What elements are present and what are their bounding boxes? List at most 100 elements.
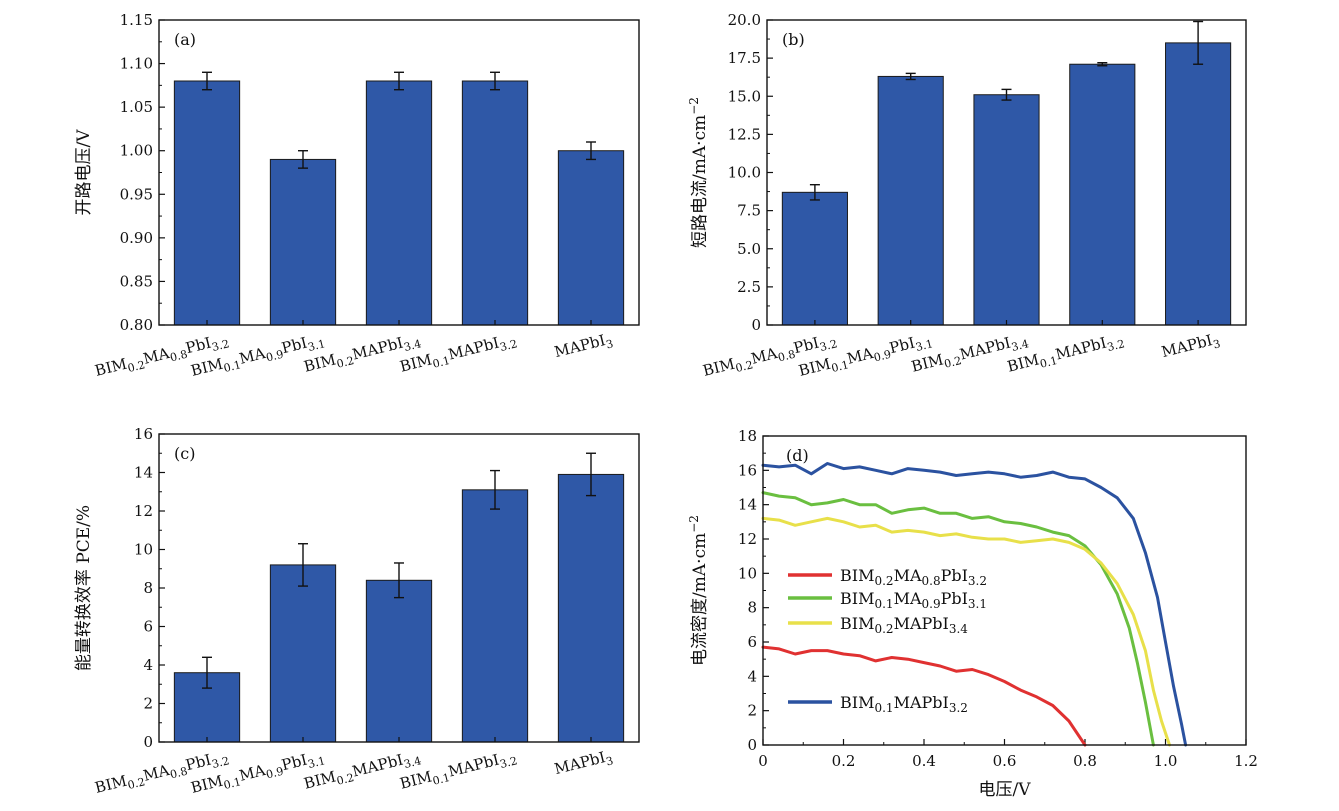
y-tick-label: 16	[134, 425, 153, 443]
y-tick-label: 20.0	[728, 11, 761, 29]
y-tick-label: 12	[738, 530, 757, 548]
label-part-main: BIM	[840, 566, 874, 585]
x-tick-label: 0.6	[993, 752, 1017, 770]
label-part-sub1: 0.1	[830, 358, 850, 375]
y-tick-label: 15.0	[728, 87, 761, 105]
series-line	[761, 516, 1171, 747]
plot-frame	[766, 19, 1247, 326]
y-tick-label: 5.0	[737, 240, 761, 258]
label-part-sub3: 3	[605, 337, 615, 351]
label-part-main: BIM	[93, 772, 129, 797]
label-part-sub1: 0.1	[874, 701, 893, 715]
label-part-sub3: 3.1	[968, 597, 987, 611]
bar	[173, 80, 241, 326]
label-part-sub3: 3.1	[307, 337, 327, 354]
label-part-sub1: 0.2	[874, 574, 893, 588]
y-axis-title: 短路电流/mA·cm−2	[687, 97, 710, 248]
bar	[269, 158, 337, 326]
x-axis-title: 电压/V	[978, 780, 1031, 800]
label-part-sub3: 3.2	[211, 337, 231, 354]
y-tick-label: 10	[738, 564, 757, 582]
category-label-text: BIM0.2MA0.8PbI3.2	[701, 329, 839, 382]
x-tick-label: 0.8	[1073, 752, 1097, 770]
label-part-sub3: 3.2	[818, 337, 838, 354]
label-part-sub2: 0.8	[922, 574, 941, 588]
bar	[461, 80, 529, 326]
series-line	[761, 491, 1155, 747]
y-tick-label: 1.15	[120, 11, 153, 29]
bar	[365, 80, 433, 326]
y-tick-label: 12	[134, 502, 153, 520]
label-part-sub3: 3.4	[403, 337, 423, 354]
panel-tag: (b)	[782, 30, 805, 49]
label-part-main: BIM	[797, 355, 833, 380]
plot-frame	[158, 433, 640, 743]
label-part-mid: MA	[749, 344, 779, 368]
y-tick-label: 14	[738, 496, 757, 514]
label-part-main: BIM	[398, 350, 434, 375]
label-part-tail: PbI	[280, 334, 309, 358]
bar	[1165, 42, 1232, 326]
label-part-mid: MA	[845, 344, 875, 368]
label-part-sub1: 0.1	[222, 358, 242, 375]
label-part-sub3: 3	[605, 754, 615, 768]
label-part-main: BIM	[840, 693, 874, 712]
label-part-sub3: 3.4	[949, 622, 968, 636]
y-tick-label: 0.95	[120, 185, 153, 203]
panel-tag: (d)	[786, 446, 809, 465]
x-tick-label: 0.2	[832, 752, 856, 770]
label-part-main: BIM	[189, 772, 225, 797]
label-part-sub3: 3	[1212, 337, 1222, 351]
label-part-sub3: 3.4	[403, 754, 423, 771]
label-part-sub2: 0.8	[777, 348, 797, 365]
category-label: BIM0.1MAPbI3.2	[1005, 334, 1126, 376]
category-label: MAPbI3	[553, 329, 615, 364]
plot-frame	[158, 19, 640, 326]
label-part-main: BIM	[302, 350, 338, 375]
y-tick-label: 17.5	[728, 49, 761, 67]
y-tick-label: 4	[143, 656, 153, 674]
y-axis-title-superscript: −2	[687, 97, 701, 115]
category-label-text: BIM0.1MA0.9PbI3.1	[189, 329, 327, 382]
label-part-main: BIM	[701, 355, 737, 380]
bar	[781, 191, 848, 326]
y-tick-label: 16	[738, 461, 757, 479]
category-label: BIM0.1MAPbI3.2	[398, 746, 519, 795]
y-tick-label: 8	[143, 579, 153, 597]
y-tick-label: 4	[747, 667, 757, 685]
y-tick-label: 0	[143, 733, 153, 751]
y-tick-label: 0	[747, 736, 757, 754]
label-part-tail: MAPbI	[894, 614, 949, 633]
category-label-text: BIM0.1MAPbI3.2	[398, 746, 519, 795]
label-part-sub1: 0.2	[126, 775, 146, 792]
label-part-sub2: 0.9	[872, 348, 892, 365]
label-part-main: BIM	[1005, 350, 1041, 375]
bar	[557, 473, 625, 743]
label-part-sub2: 0.9	[265, 348, 285, 365]
label-part-sub3: 3.2	[499, 754, 519, 771]
y-tick-label: 6	[747, 633, 757, 651]
category-label: BIM0.2MA0.8PbI3.2	[701, 329, 839, 382]
label-part-sub1: 0.1	[874, 597, 893, 611]
chart-panel-c: 0246810121416BIM0.2MA0.8PbI3.2BIM0.1MA0.…	[74, 425, 640, 797]
label-part-tail: PbI	[887, 334, 916, 358]
category-label-text: MAPbI3	[553, 329, 615, 364]
category-label-text: MAPbI3	[1160, 329, 1222, 364]
category-label: MAPbI3	[1160, 329, 1222, 364]
y-tick-label: 0.90	[120, 229, 153, 247]
label-part-tail: MAPbI	[894, 693, 949, 712]
y-tick-label: 10.0	[728, 164, 761, 182]
label-part-tail: PbI	[792, 334, 821, 358]
y-axis-title-text: 能量转换效率 PCE/%	[74, 505, 94, 671]
label-part-sub3: 3.2	[1106, 337, 1126, 354]
bar	[973, 94, 1040, 326]
label-part-tail: MAPbI	[350, 334, 405, 364]
y-tick-label: 6	[143, 618, 153, 636]
y-axis-title-text: 开路电压/V	[74, 129, 94, 216]
label-part-sub1: 0.1	[431, 771, 451, 788]
label-part-sub1: 0.2	[335, 771, 355, 788]
y-tick-label: 7.5	[737, 202, 761, 220]
y-axis-title-superscript: −2	[687, 515, 701, 533]
label-part-main: BIM	[93, 355, 129, 380]
legend-label: BIM0.2MA0.8PbI3.2	[840, 566, 987, 588]
